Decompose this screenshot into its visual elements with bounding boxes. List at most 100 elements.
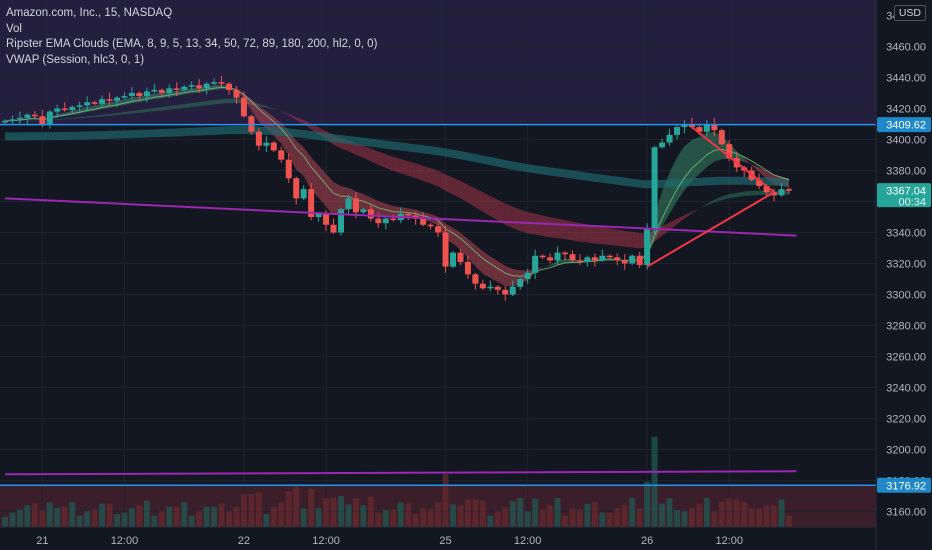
candle — [778, 182, 785, 197]
candle-body — [338, 209, 344, 233]
volume-bar — [323, 498, 330, 527]
y-tick-label: 3380.00 — [886, 166, 926, 178]
candle — [681, 120, 688, 134]
candle — [606, 254, 613, 261]
volume-bar — [367, 496, 374, 527]
volume-bar — [547, 505, 554, 527]
candle-body — [330, 224, 337, 233]
volume-bar — [703, 498, 710, 527]
volume-bar — [554, 498, 561, 527]
volume-bar — [240, 494, 247, 527]
candle — [576, 254, 583, 266]
volume-bar — [263, 514, 270, 527]
candle — [487, 280, 494, 292]
candle — [91, 100, 98, 106]
ema-cloud-34-50-segment — [624, 230, 633, 248]
level-lower-tag: 3176.92 — [877, 477, 931, 493]
volume-bar — [644, 481, 651, 527]
volume-bar — [427, 509, 434, 527]
candle — [114, 96, 120, 107]
ema-cloud-34-50-segment — [617, 229, 625, 247]
y-tick-label: 3300.00 — [886, 290, 926, 302]
volume-bar — [24, 505, 31, 527]
ema-cloud-5-13-segment — [131, 96, 140, 104]
candle-body — [233, 89, 240, 98]
ema-cloud-5-13-segment — [326, 173, 334, 216]
ema-cloud-34-50-segment — [288, 113, 297, 121]
volume-bar — [278, 502, 285, 527]
ema-cloud-34-50-segment — [445, 174, 453, 195]
legend-vol[interactable]: Vol — [6, 22, 22, 35]
volume-bar — [151, 515, 158, 527]
candle-body — [375, 218, 382, 224]
ema-cloud-5-13-segment — [482, 251, 491, 279]
volume-bar — [569, 508, 576, 527]
ema-cloud-5-13-segment — [550, 260, 558, 267]
volume-bar — [69, 502, 76, 527]
volume-bar — [46, 502, 53, 527]
ema-cloud-5-13-segment — [490, 256, 498, 283]
candle-body — [352, 198, 359, 213]
ema-cloud-34-50-segment — [721, 194, 730, 201]
ema-cloud-34-50-segment — [214, 99, 222, 105]
candle-body — [76, 105, 83, 107]
candle-body — [136, 93, 143, 97]
candle-body — [226, 83, 232, 90]
y-tick-label: 3340.00 — [886, 228, 926, 240]
ema-cloud-5-13-segment — [467, 238, 476, 267]
ema-cloud-34-50-segment — [602, 227, 610, 245]
x-tick-label: 12:00 — [111, 535, 139, 547]
volume-bar — [621, 505, 628, 527]
candle-body — [606, 255, 613, 258]
ema-cloud-5-13-segment — [154, 93, 162, 100]
ema-cloud-5-13-segment — [497, 261, 506, 287]
candle — [562, 251, 568, 261]
ema-cloud-34-50-segment — [296, 117, 304, 125]
candle — [84, 96, 91, 112]
candle-body — [681, 124, 688, 128]
y-tick-label: 3220.00 — [886, 414, 926, 426]
candle-body — [621, 260, 628, 264]
candle-body — [569, 254, 576, 261]
ema-cloud-34-50-segment — [378, 151, 386, 168]
candle — [158, 88, 165, 97]
candle — [547, 253, 554, 264]
volume-bar — [233, 507, 240, 527]
ema-cloud-5-13-segment — [751, 164, 760, 173]
volume-bar — [420, 508, 427, 527]
volume-bar — [255, 492, 262, 527]
ema-cloud-34-50-segment — [497, 199, 506, 225]
drawings — [0, 123, 876, 487]
currency-label[interactable]: USD — [893, 5, 926, 21]
ema-cloud-34-50-segment — [669, 218, 677, 231]
candle — [524, 268, 531, 284]
volume-bar — [270, 507, 277, 527]
candle — [151, 83, 158, 93]
candle — [278, 146, 285, 163]
ema-cloud-34-50-segment — [415, 163, 424, 181]
ema-cloud-34-50-segment — [273, 108, 282, 112]
ema-cloud-34-50-segment — [677, 215, 685, 225]
candle — [718, 128, 725, 146]
candle — [173, 82, 180, 97]
candle — [143, 87, 150, 103]
candle-body — [644, 229, 651, 266]
legend-ema-clouds[interactable]: Ripster EMA Clouds (EMA, 8, 9, 5, 13, 34… — [6, 38, 378, 50]
candle-body — [196, 85, 203, 89]
candle-body — [450, 252, 456, 267]
volume-bar — [121, 512, 128, 527]
candle — [308, 182, 315, 221]
candle-body — [218, 82, 225, 84]
ema-cloud-5-13-segment — [505, 265, 513, 287]
volume-bar — [756, 508, 763, 527]
candle-body — [188, 85, 195, 87]
volume-bars — [2, 436, 792, 527]
candle — [2, 119, 8, 124]
y-tick-label: 3240.00 — [886, 383, 926, 395]
volume-bar — [726, 498, 733, 527]
ema-cloud-5-13-segment — [557, 258, 565, 265]
legend-symbol[interactable]: Amazon.com, Inc., 15, NASDAQ — [6, 7, 173, 19]
legend-vwap[interactable]: VWAP (Session, hlc3, 0, 1) — [6, 53, 145, 66]
volume-bar — [181, 502, 188, 527]
